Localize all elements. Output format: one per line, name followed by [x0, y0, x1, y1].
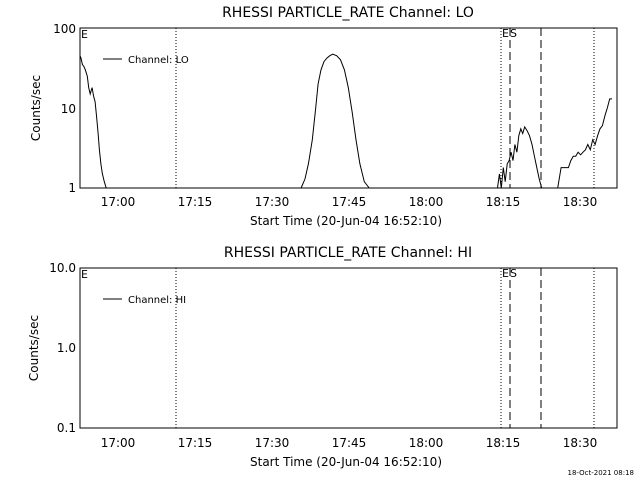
series-line — [496, 98, 613, 189]
x-tick-label: 18:15 — [486, 195, 521, 209]
x-tick-label: 17:15 — [178, 436, 213, 450]
y-tick-label: 1 — [68, 181, 76, 195]
marker-label-e-left: E — [81, 268, 88, 281]
y-ticks-hi: 10.0 1.0 0.1 — [49, 261, 76, 435]
x-tick-label: 17:00 — [101, 436, 136, 450]
marker-label-e-right: E — [502, 267, 509, 280]
x-tick-label: 18:30 — [563, 436, 598, 450]
x-axis-label-hi: Start Time (20-Jun-04 16:52:10) — [250, 455, 442, 469]
y-tick-label: 100 — [53, 22, 76, 36]
series-line — [79, 55, 111, 189]
plot-frame-hi — [79, 267, 618, 429]
x-tick-label: 18:30 — [563, 195, 598, 209]
x-tick-label: 18:15 — [486, 436, 521, 450]
y-tick-label: 1.0 — [57, 341, 76, 355]
marker-lines-hi — [175, 268, 595, 428]
plot-frame-lo — [79, 27, 618, 189]
x-axis-label-lo: Start Time (20-Jun-04 16:52:10) — [250, 214, 442, 228]
y-axis-label-hi: Counts/sec — [27, 315, 41, 381]
timestamp: 18-Oct-2021 08:18 — [567, 469, 634, 477]
marker-label-e-right: E — [502, 27, 509, 40]
y-tick-label: 10.0 — [49, 261, 76, 275]
marker-label-s: S — [510, 267, 517, 280]
series-group-lo — [79, 53, 613, 189]
x-tick-label: 17:45 — [332, 195, 367, 209]
x-tick-label: 17:45 — [332, 436, 367, 450]
series-line — [300, 53, 370, 189]
x-tick-label: 17:30 — [255, 195, 290, 209]
marker-label-s: S — [510, 27, 517, 40]
legend-hi: Channel: HI — [103, 295, 186, 306]
y-tick-label: 0.1 — [57, 421, 76, 435]
legend-label-hi: Channel: HI — [128, 295, 186, 306]
chart-title-hi: RHESSI PARTICLE_RATE Channel: HI — [224, 245, 472, 261]
x-tick-label: 18:00 — [409, 195, 444, 209]
panel-hi: RHESSI PARTICLE_RATE Channel: HI Counts/… — [27, 245, 618, 469]
y-axis-label-lo: Counts/sec — [29, 75, 43, 141]
marker-lines-lo — [175, 28, 595, 188]
chart-title-lo: RHESSI PARTICLE_RATE Channel: LO — [222, 5, 474, 21]
x-tick-label: 18:00 — [409, 436, 444, 450]
legend-label-lo: Channel: LO — [128, 55, 189, 66]
panel-lo: RHESSI PARTICLE_RATE Channel: LO Counts/… — [29, 5, 618, 228]
legend-lo: Channel: LO — [103, 55, 189, 66]
y-tick-label: 10 — [61, 102, 76, 116]
marker-label-e-left: E — [81, 28, 88, 41]
x-tick-label: 17:00 — [101, 195, 136, 209]
x-tick-label: 17:30 — [255, 436, 290, 450]
x-tick-label: 17:15 — [178, 195, 213, 209]
x-ticks-hi: 17:00 17:15 17:30 17:45 18:00 18:15 18:3… — [101, 436, 598, 450]
x-ticks-lo: 17:00 17:15 17:30 17:45 18:00 18:15 18:3… — [101, 195, 598, 209]
y-ticks-lo: 100 10 1 — [53, 22, 76, 195]
